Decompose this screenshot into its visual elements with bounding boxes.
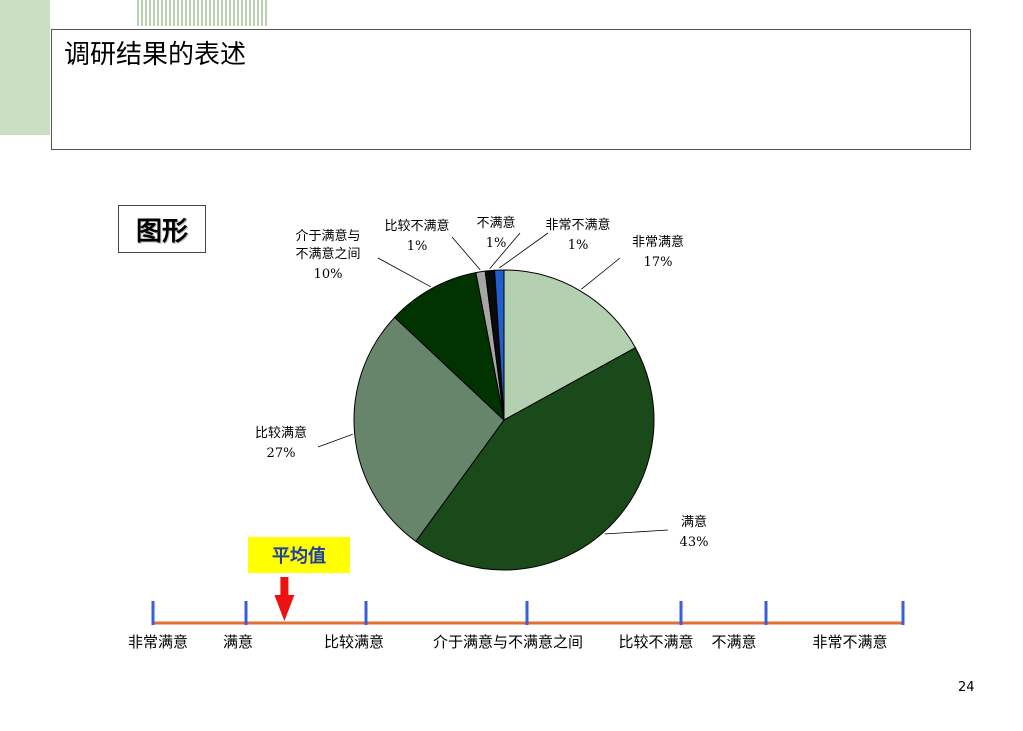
slice-label: 比较不满意 [384,218,449,234]
leader-line [581,257,621,290]
leader-line [317,433,353,448]
slice-label: 满意 [681,514,707,530]
leader-line [377,257,431,288]
scale-label: 非常不满意 [812,633,887,651]
average-arrow-shaft [280,577,289,597]
leader-line [451,236,481,271]
slice-value-label: 1% [407,239,428,254]
scale-label: 满意 [223,633,253,651]
pie-slice [393,272,505,422]
slide-title: 调研结果的表述 [64,40,247,70]
slice-label: 比较满意 [255,425,307,441]
decorative-green-block [0,0,50,135]
slice-label: 不满意之间 [295,246,360,262]
slice-label: 非常不满意 [545,217,610,233]
pie-slice [494,269,505,421]
pie-slice [503,269,637,421]
slice-label: 不满意 [476,215,515,231]
scale-label: 不满意 [711,633,756,651]
slice-label: 介于满意与 [295,228,360,244]
leader-line [604,529,669,535]
leader-line [498,232,549,269]
title-box: 调研结果的表述 [51,29,971,150]
scale-label: 比较不满意 [618,633,693,651]
scale-label: 非常满意 [128,633,188,651]
leader-line [489,232,521,269]
slice-value-label: 17% [644,255,673,270]
slice-value-label: 27% [267,446,296,461]
pie-slice [353,316,505,543]
slice-value-label: 1% [568,238,589,253]
average-arrow-head [274,595,295,621]
slice-value-label: 10% [314,267,343,282]
figure-label: 图形 [118,205,206,253]
slice-value-label: 1% [486,236,507,251]
pie-slice [415,347,655,571]
slice-value-label: 43% [680,535,709,550]
scale-label: 比较满意 [324,633,384,651]
slice-label: 非常满意 [632,234,684,250]
decorative-stripes [137,0,267,26]
page-number: 24 [958,680,975,695]
scale-label: 介于满意与不满意之间 [433,633,583,651]
average-label: 平均值 [248,537,350,573]
